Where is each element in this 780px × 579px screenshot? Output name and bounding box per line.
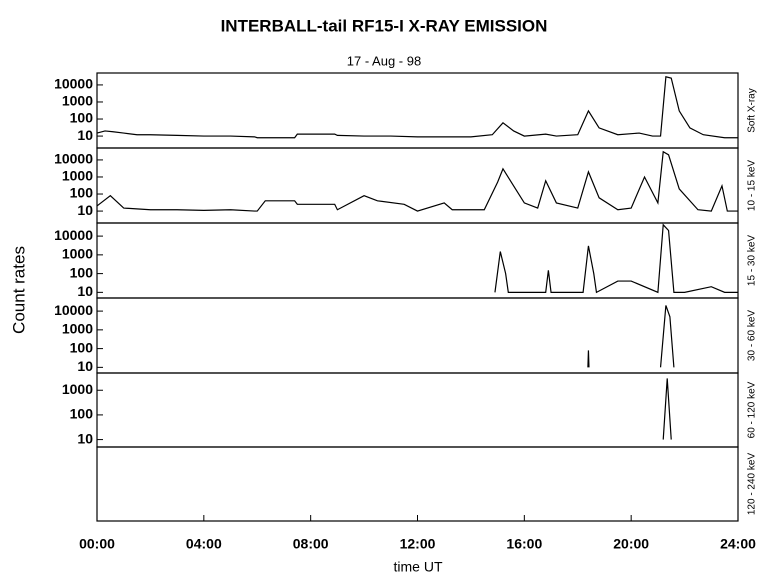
y-tick-label: 10000 [54,76,93,92]
y-tick-label: 100 [70,110,94,126]
panel-label: 10 - 15 keV [747,160,758,211]
y-tick-label: 1000 [62,246,93,262]
x-tick-label: 24:00 [720,536,756,552]
panel-frame [96,372,739,448]
y-tick-label: 10 [77,202,93,218]
panel-label: 30 - 60 keV [747,310,758,361]
x-tick-label: 12:00 [400,536,436,552]
y-tick-label: 10 [77,283,93,299]
y-tick-label: 100 [70,264,94,280]
x-axis-label: time UT [394,559,443,575]
y-tick-label: 1000 [62,93,93,109]
y-tick-label: 100 [70,339,94,355]
x-tick-label: 04:00 [186,536,222,552]
panel-label: 60 - 120 keV [747,381,758,438]
x-tick-label: 08:00 [293,536,329,552]
y-tick-label: 1000 [62,381,93,397]
panel-frame [96,297,739,374]
y-tick-label: 10000 [54,227,93,243]
y-tick-label: 1000 [62,321,93,337]
y-tick-label: 1000 [62,168,93,184]
y-tick-label: 10 [77,358,93,374]
panel-label: 15 - 30 keV [747,235,758,286]
panel-frame [96,222,739,299]
y-tick-label: 10 [77,430,93,446]
y-axis-label: Count rates [9,246,28,334]
y-tick-label: 10 [77,127,93,143]
panel-frame [96,147,739,224]
series-line [662,378,672,440]
chart-subtitle: 17 - Aug - 98 [347,53,421,68]
series-line [96,76,738,139]
panel-label: Soft X-ray [747,88,758,132]
series-line [494,223,738,294]
y-tick-label: 10000 [54,302,93,318]
panel-frame [96,446,739,522]
y-tick-label: 100 [70,406,94,422]
chart-title: INTERBALL-tail RF15-I X-RAY EMISSION [221,16,548,35]
series-line [96,150,738,212]
x-tick-label: 16:00 [506,536,542,552]
x-tick-label: 00:00 [79,536,115,552]
y-tick-label: 100 [70,185,94,201]
series-line [587,305,675,368]
panel-label: 120 - 240 keV [747,453,758,516]
y-tick-label: 10000 [54,151,93,167]
x-tick-label: 20:00 [613,536,649,552]
